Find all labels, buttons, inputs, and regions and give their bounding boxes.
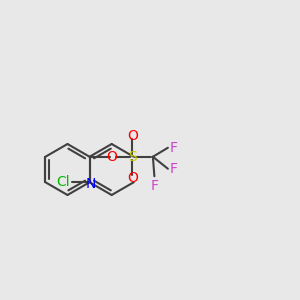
Text: O: O (127, 129, 138, 143)
Text: O: O (106, 150, 118, 164)
Text: F: F (150, 179, 158, 193)
Text: F: F (169, 141, 177, 155)
Text: Cl: Cl (56, 175, 70, 189)
Text: O: O (127, 171, 138, 185)
Text: S: S (128, 150, 137, 164)
Text: F: F (169, 162, 177, 176)
Text: N: N (86, 177, 96, 191)
